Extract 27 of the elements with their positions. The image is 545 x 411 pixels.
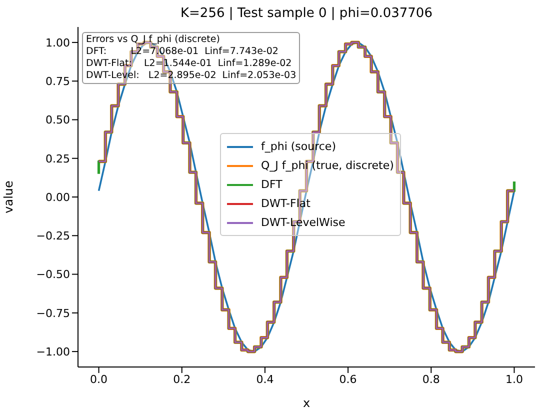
x-tick-label: 0.4 [256, 372, 274, 386]
annotation: DWT-Level: L2=2.895e-02 Linf=2.053e-03 [86, 70, 296, 82]
legend-label: DFT [261, 178, 282, 191]
x-tick-label: 0.0 [90, 372, 108, 386]
x-tick-label: 0.6 [339, 372, 357, 386]
y-tick-label: −0.50 [36, 268, 70, 282]
annotation: Errors vs Q_J f_phi (discrete) [86, 34, 221, 46]
y-tick-label: −0.25 [36, 230, 70, 243]
y-tick-label: 0.75 [46, 74, 70, 88]
x-tick-label: 1.0 [505, 372, 523, 386]
legend-label: f_phi (source) [261, 140, 336, 153]
y-axis-title: value [1, 180, 16, 214]
annotation: DWT-Flat: L2=1.544e-01 Linf=1.289e-02 [86, 58, 293, 70]
x-tick-label: 0.2 [173, 372, 191, 386]
x-tick-label: 0.8 [422, 372, 440, 386]
legend-label: Q_J f_phi (true, discrete) [261, 159, 394, 172]
legend-label: DWT-Flat [261, 197, 310, 210]
y-tick-label: 1.00 [46, 36, 70, 50]
x-axis-title: x [302, 396, 310, 410]
y-tick-label: 0.00 [46, 190, 70, 204]
y-tick-label: −1.00 [36, 345, 70, 358]
y-tick-label: 0.25 [46, 152, 70, 166]
y-tick-label: 0.50 [46, 114, 70, 127]
annotation: DFT: L2=7.068e-01 Linf=7.743e-02 [86, 46, 280, 58]
chart-title: K=256 | Test sample 0 | phi=0.037706 [180, 6, 434, 21]
legend-label: DWT-LevelWise [261, 216, 346, 229]
y-tick-label: −0.75 [36, 306, 70, 320]
